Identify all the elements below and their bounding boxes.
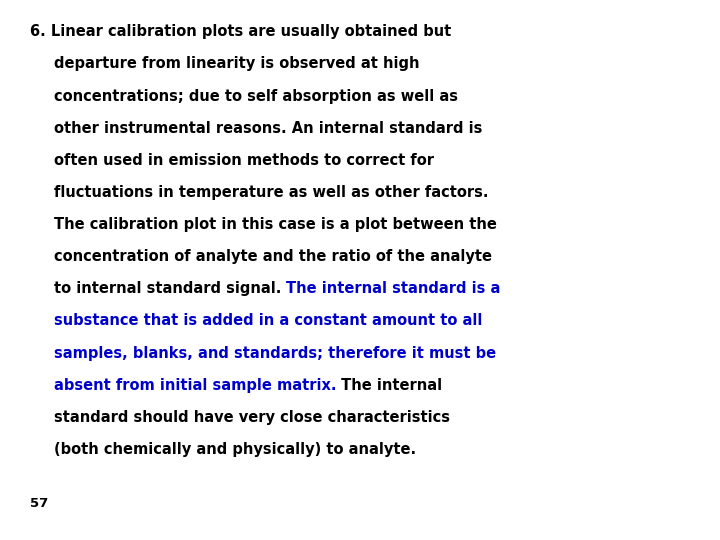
Text: fluctuations in temperature as well as other factors.: fluctuations in temperature as well as o…	[54, 185, 488, 200]
Text: The internal standard is a: The internal standard is a	[287, 281, 501, 296]
Text: departure from linearity is observed at high: departure from linearity is observed at …	[54, 56, 420, 71]
Text: The internal: The internal	[336, 378, 443, 393]
Text: concentration of analyte and the ratio of the analyte: concentration of analyte and the ratio o…	[54, 249, 492, 264]
Text: often used in emission methods to correct for: often used in emission methods to correc…	[54, 153, 434, 168]
Text: 57: 57	[30, 497, 48, 510]
Text: concentrations; due to self absorption as well as: concentrations; due to self absorption a…	[54, 89, 458, 104]
Text: to internal standard signal.: to internal standard signal.	[54, 281, 287, 296]
Text: samples, blanks, and standards; therefore it must be: samples, blanks, and standards; therefor…	[54, 346, 496, 361]
Text: absent from initial sample matrix.: absent from initial sample matrix.	[54, 378, 336, 393]
Text: standard should have very close characteristics: standard should have very close characte…	[54, 410, 450, 425]
Text: other instrumental reasons. An internal standard is: other instrumental reasons. An internal …	[54, 120, 482, 136]
Text: The calibration plot in this case is a plot between the: The calibration plot in this case is a p…	[54, 217, 497, 232]
Text: 6. Linear calibration plots are usually obtained but: 6. Linear calibration plots are usually …	[30, 24, 451, 39]
Text: (both chemically and physically) to analyte.: (both chemically and physically) to anal…	[54, 442, 416, 457]
Text: substance that is added in a constant amount to all: substance that is added in a constant am…	[54, 313, 482, 328]
